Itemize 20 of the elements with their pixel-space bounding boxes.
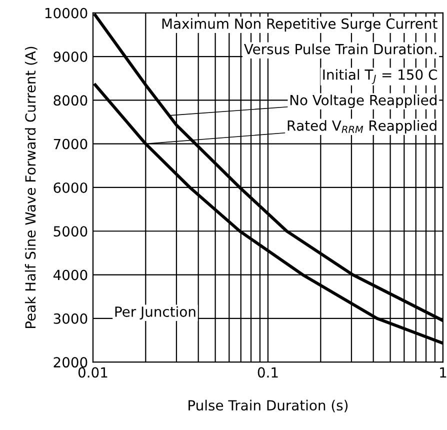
y-tick-label: 7000 (54, 138, 88, 150)
annotation: Versus Pulse Train Duration. (244, 44, 436, 54)
annotation: Rated V$_{RRM}$ Reapplied (288, 120, 436, 134)
x-tick-label: 1 (440, 367, 446, 378)
y-tick-label: 4000 (53, 270, 88, 280)
annotation: No Voltage Reapplied (290, 94, 436, 108)
y-tick-label: 6000 (54, 182, 88, 193)
y-axis-title: Peak Half Sine Wave Forward Current (A) (24, 46, 38, 328)
y-tick-label: 3000 (54, 313, 88, 324)
annotation: Maximum Non Repetitive Surge Current (162, 18, 438, 32)
annotation: Initial T$_{J}$ = 150 C (323, 69, 437, 84)
annotation: Per Junction (115, 306, 196, 320)
y-tick-label: 10000 (45, 8, 88, 18)
x-tick-label: 0.1 (258, 367, 278, 378)
y-tick-label: 2000 (54, 357, 88, 368)
y-tick-label: 5000 (54, 226, 88, 237)
y-tick-label: 9000 (54, 52, 88, 62)
x-axis-title: Pulse Train Duration (s) (188, 400, 348, 412)
y-tick-label: 8000 (54, 95, 88, 106)
x-tick-label: 0.01 (78, 367, 108, 378)
